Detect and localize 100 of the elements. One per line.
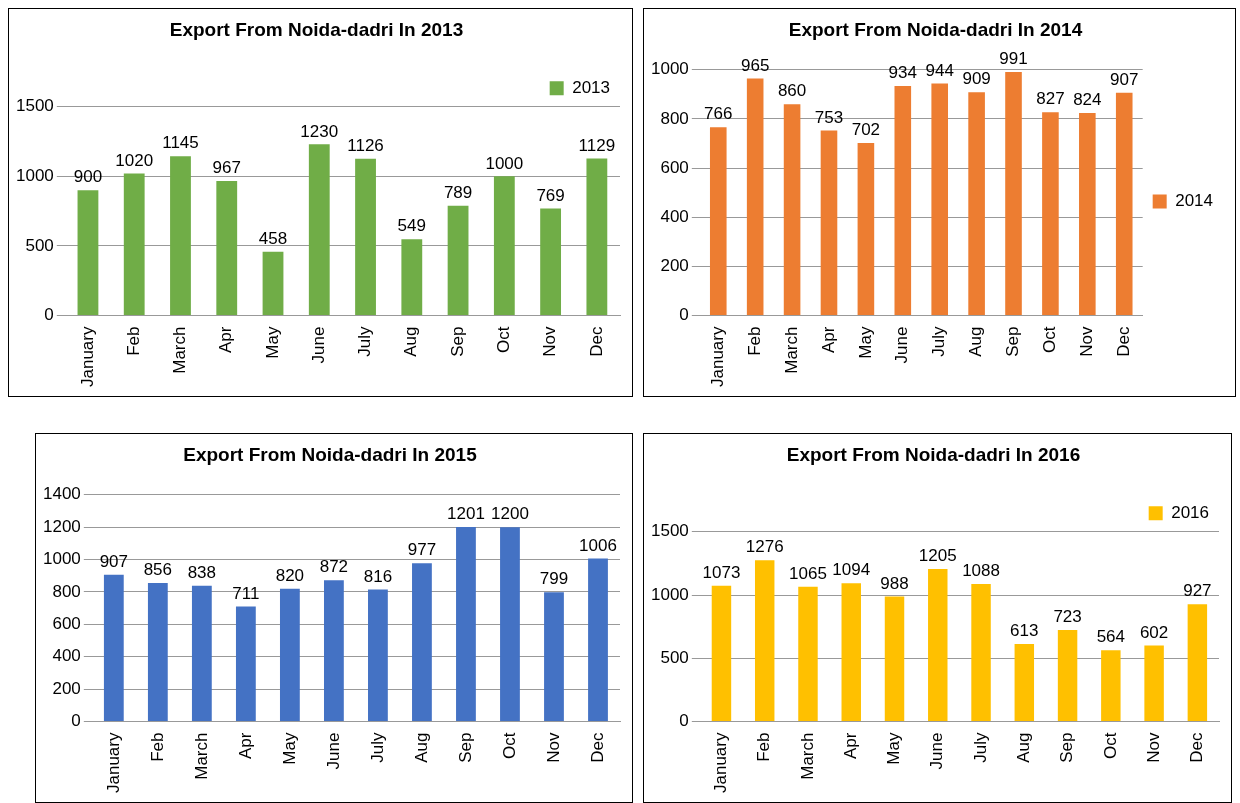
bar bbox=[235, 606, 256, 722]
x-tick-label: January bbox=[77, 326, 97, 387]
chart-title: Export From Noida-dadri In 2013 bbox=[169, 18, 464, 40]
y-tick-label: 0 bbox=[679, 305, 689, 325]
bar bbox=[308, 144, 330, 316]
bar bbox=[754, 560, 775, 722]
y-tick-label: 0 bbox=[71, 711, 81, 731]
data-label: 1200 bbox=[491, 504, 529, 524]
bar bbox=[1101, 650, 1121, 722]
x-tick-label: July bbox=[367, 732, 387, 763]
x-tick-label: May bbox=[279, 732, 299, 765]
x-tick-label: Feb bbox=[754, 732, 774, 762]
y-tick-label: 400 bbox=[660, 206, 689, 226]
bar bbox=[170, 156, 191, 316]
y-tick-label: 800 bbox=[660, 108, 689, 128]
x-tick-label: July bbox=[970, 732, 990, 763]
chart-title: Export From Noida-dadri In 2014 bbox=[788, 18, 1083, 40]
data-label: 991 bbox=[999, 49, 1028, 69]
data-label: 799 bbox=[539, 569, 569, 589]
x-tick-label: Feb bbox=[744, 326, 764, 356]
bar bbox=[1057, 630, 1078, 722]
bar bbox=[783, 104, 801, 316]
chart-title: Export From Noida-dadri In 2015 bbox=[183, 443, 478, 465]
data-label: 872 bbox=[319, 557, 349, 577]
bar bbox=[1079, 113, 1096, 316]
bar bbox=[971, 583, 991, 722]
data-label: 820 bbox=[275, 565, 305, 585]
y-tick-label: 1500 bbox=[650, 521, 689, 541]
data-label: 1000 bbox=[485, 153, 524, 173]
data-label: 1073 bbox=[702, 562, 741, 582]
x-tick-label: May bbox=[262, 326, 282, 359]
bar bbox=[1187, 604, 1208, 722]
x-tick-label: Nov bbox=[543, 732, 563, 763]
data-label: 1020 bbox=[115, 150, 154, 170]
data-label: 1201 bbox=[447, 504, 485, 524]
x-tick-label: Aug bbox=[401, 326, 421, 357]
x-tick-label: January bbox=[103, 732, 123, 793]
bar bbox=[711, 585, 732, 722]
data-label: 827 bbox=[1036, 89, 1065, 109]
bar bbox=[709, 127, 727, 316]
data-label: 900 bbox=[73, 167, 103, 187]
x-tick-label: Sep bbox=[447, 326, 467, 357]
data-label: 1230 bbox=[300, 121, 339, 141]
y-tick-label: 1000 bbox=[42, 549, 81, 569]
data-label: 816 bbox=[363, 566, 393, 586]
y-tick-label: 500 bbox=[25, 235, 54, 255]
bar bbox=[191, 585, 212, 722]
bar bbox=[820, 130, 838, 316]
x-tick-label: Sep bbox=[1003, 326, 1023, 357]
data-label: 1088 bbox=[962, 561, 1000, 581]
bar bbox=[1005, 72, 1022, 316]
y-tick-label: 1000 bbox=[650, 59, 689, 79]
x-tick-label: Dec bbox=[1187, 732, 1207, 763]
data-label: 1276 bbox=[745, 537, 784, 557]
bar bbox=[279, 588, 300, 722]
legend-label: 2013 bbox=[572, 77, 611, 97]
x-tick-label: March bbox=[170, 326, 190, 374]
chart-title: Export From Noida-dadri In 2016 bbox=[786, 443, 1081, 465]
x-tick-label: Dec bbox=[586, 326, 606, 357]
x-tick-label: Dec bbox=[1113, 326, 1133, 357]
x-tick-label: July bbox=[355, 326, 375, 357]
bar bbox=[540, 208, 562, 316]
y-tick-label: 200 bbox=[52, 678, 81, 698]
data-label: 789 bbox=[443, 182, 473, 202]
y-tick-label: 600 bbox=[660, 157, 689, 177]
bar bbox=[544, 592, 564, 722]
bar bbox=[216, 180, 238, 316]
data-label: 965 bbox=[740, 55, 770, 75]
x-tick-label: Apr bbox=[840, 732, 860, 759]
x-tick-label: June bbox=[927, 732, 947, 770]
bar bbox=[968, 92, 985, 316]
x-tick-label: May bbox=[855, 326, 875, 359]
data-label: 944 bbox=[925, 60, 954, 80]
x-tick-label: March bbox=[191, 732, 211, 780]
x-tick-label: Feb bbox=[147, 732, 167, 762]
x-tick-label: Dec bbox=[587, 732, 607, 763]
data-label: 1145 bbox=[162, 133, 199, 153]
data-label: 1126 bbox=[347, 136, 384, 156]
bar bbox=[412, 563, 432, 722]
bar bbox=[746, 78, 764, 316]
data-label: 977 bbox=[407, 540, 437, 560]
x-tick-label: Oct bbox=[494, 326, 514, 353]
y-tick-label: 0 bbox=[44, 305, 54, 325]
x-tick-label: Oct bbox=[1040, 326, 1060, 353]
x-tick-label: Oct bbox=[499, 732, 519, 759]
x-tick-label: Sep bbox=[455, 732, 475, 763]
data-label: 1006 bbox=[579, 535, 617, 555]
y-tick-label: 600 bbox=[52, 614, 81, 634]
data-label: 860 bbox=[777, 81, 807, 101]
x-tick-label: Nov bbox=[540, 326, 560, 357]
y-tick-label: 400 bbox=[52, 646, 81, 666]
bar bbox=[1014, 643, 1035, 722]
bar bbox=[1144, 645, 1164, 722]
bar bbox=[894, 86, 912, 316]
data-label: 824 bbox=[1073, 90, 1102, 110]
bar bbox=[1042, 112, 1059, 316]
data-label: 769 bbox=[536, 185, 565, 205]
data-label: 1205 bbox=[918, 546, 957, 566]
bar bbox=[324, 580, 344, 722]
x-tick-label: March bbox=[781, 326, 801, 374]
